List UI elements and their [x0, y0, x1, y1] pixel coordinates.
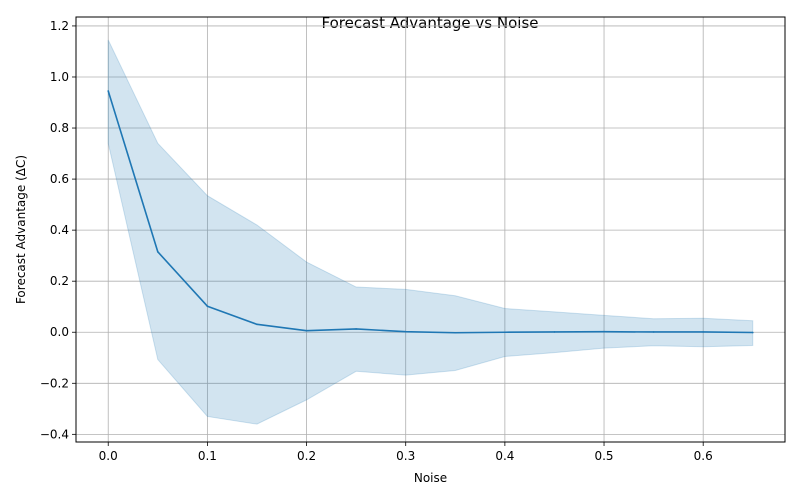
- x-tick-label: 0.6: [694, 449, 713, 463]
- y-axis-ticks: −0.4 −0.2 0.0 0.2 0.4 0.6 0.8 1.0 1.2: [40, 19, 76, 441]
- x-axis-label: Noise: [414, 471, 447, 485]
- data-point: [553, 331, 556, 333]
- data-point: [652, 331, 655, 333]
- data-point: [305, 329, 308, 332]
- x-axis-ticks: 0.0 0.1 0.2 0.3 0.4 0.5 0.6: [99, 442, 713, 463]
- confidence-band: [107, 39, 754, 425]
- series-line: [107, 90, 754, 334]
- x-tick-label: 0.3: [396, 449, 415, 463]
- y-tick-label: 1.0: [50, 70, 69, 84]
- plot-frame: [75, 16, 786, 443]
- y-tick-label: 0.0: [50, 325, 69, 339]
- x-tick-label: 0.5: [594, 449, 613, 463]
- x-tick-label: 0.1: [198, 449, 217, 463]
- x-tick-label: 0.4: [495, 449, 514, 463]
- y-tick-label: 0.8: [50, 121, 69, 135]
- y-tick-label: 1.2: [50, 19, 69, 33]
- x-tick-label: 0.2: [297, 449, 316, 463]
- data-point: [256, 323, 258, 326]
- data-point: [751, 331, 754, 334]
- data-point: [107, 90, 110, 92]
- data-point: [702, 331, 704, 333]
- data-point: [157, 251, 159, 253]
- data-point: [504, 331, 506, 334]
- y-tick-label: −0.4: [40, 427, 69, 441]
- data-point: [404, 330, 407, 333]
- chart-title: Forecast Advantage vs Noise: [322, 14, 539, 32]
- y-tick-label: 0.6: [50, 172, 69, 186]
- confidence-band-layer: [107, 39, 754, 425]
- y-tick-label: −0.2: [40, 376, 69, 390]
- y-tick-label: 0.4: [50, 223, 69, 237]
- x-tick-label: 0.0: [99, 449, 118, 463]
- data-point: [603, 330, 605, 333]
- data-point: [206, 305, 209, 308]
- y-axis-label: Forecast Advantage (ΔC): [14, 155, 28, 304]
- data-point-layer: [107, 90, 754, 334]
- series-line-layer: [107, 90, 754, 334]
- y-tick-label: 0.2: [50, 274, 69, 288]
- data-point: [454, 331, 457, 334]
- data-point: [355, 328, 357, 330]
